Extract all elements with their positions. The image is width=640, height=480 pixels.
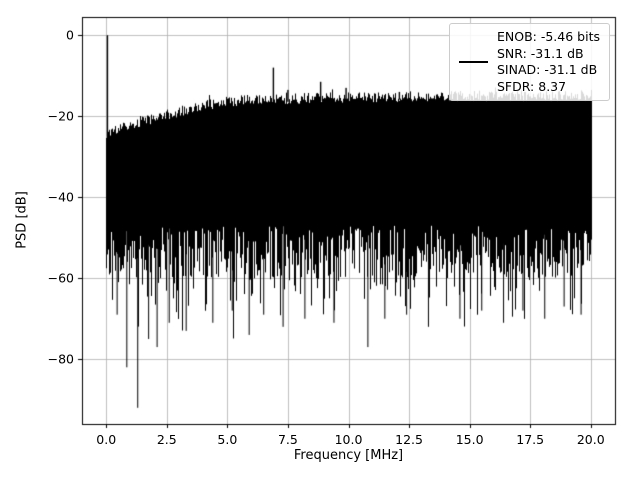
x-tick-label: 5.0	[217, 432, 238, 447]
legend: ENOB: -5.46 bits SNR: -31.1 dB SINAD: -3…	[449, 23, 610, 101]
x-tick-label: 10.0	[334, 432, 363, 447]
y-tick-label: −40	[47, 189, 74, 205]
y-tick-label: −20	[47, 108, 74, 124]
y-tick-label: −80	[47, 351, 74, 367]
x-tick-label: 2.5	[156, 432, 177, 447]
x-tick-label: 15.0	[455, 432, 484, 447]
y-tick-label: −60	[47, 270, 74, 286]
x-tick-label: 0.0	[96, 432, 117, 447]
x-tick-label: 20.0	[576, 432, 605, 447]
x-tick-label: 7.5	[277, 432, 298, 447]
legend-text: ENOB: -5.46 bits SNR: -31.1 dB SINAD: -3…	[497, 29, 600, 95]
legend-enob: ENOB: -5.46 bits	[497, 29, 600, 44]
y-tick-label: 0	[66, 27, 74, 43]
legend-sfdr: SFDR: 8.37	[497, 78, 567, 94]
legend-snr: SNR: -31.1 dB	[497, 45, 584, 61]
legend-sinad: SINAD: -31.1 dB	[497, 62, 598, 77]
legend-line-icon	[459, 61, 488, 63]
x-tick-label: 12.5	[395, 432, 423, 447]
x-axis-label: Frequency [MHz]	[293, 448, 404, 463]
x-tick-label: 17.5	[516, 432, 545, 447]
y-axis-label: PSD [dB]	[14, 191, 30, 249]
